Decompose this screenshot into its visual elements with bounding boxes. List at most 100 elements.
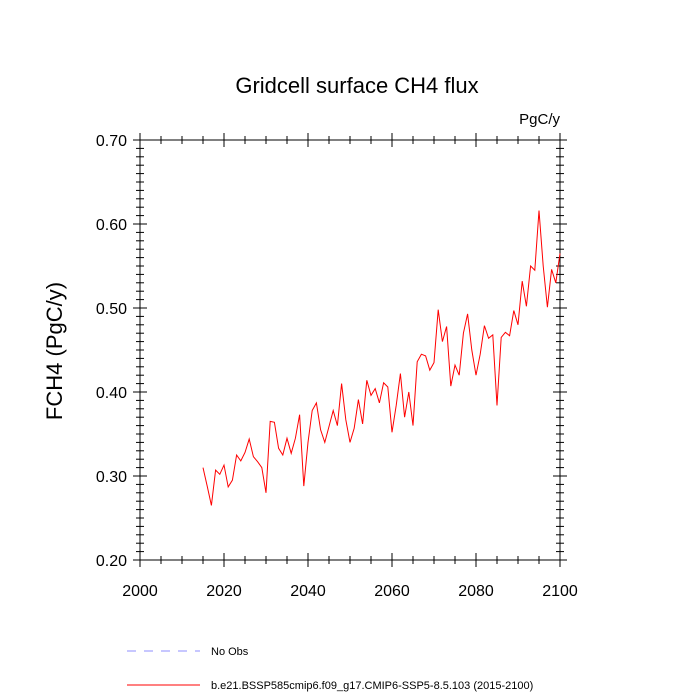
x-tick-label: 2100	[542, 583, 578, 600]
y-tick-label: 0.50	[96, 301, 127, 318]
data-point	[303, 485, 304, 486]
data-point	[400, 373, 401, 374]
data-point	[232, 480, 233, 481]
data-point	[228, 486, 229, 487]
data-point	[253, 456, 254, 457]
data-point	[459, 375, 460, 376]
data-point	[408, 391, 409, 392]
data-point	[349, 442, 350, 443]
data-point	[291, 453, 292, 454]
data-point	[219, 474, 220, 475]
plot-frame	[139, 139, 561, 561]
data-point	[249, 438, 250, 439]
data-point	[480, 354, 481, 355]
data-point	[438, 309, 439, 310]
data-point	[475, 375, 476, 376]
data-point	[551, 269, 552, 270]
data-point	[341, 383, 342, 384]
data-point	[450, 386, 451, 387]
data-point	[328, 426, 329, 427]
data-point	[333, 410, 334, 411]
data-point	[555, 282, 556, 283]
x-tick-label: 2040	[290, 583, 326, 600]
data-point	[215, 470, 216, 471]
data-point	[257, 461, 258, 462]
data-point	[295, 438, 296, 439]
data-point	[517, 324, 518, 325]
y-axis-label: FCH4 (PgC/y)	[42, 282, 67, 420]
data-point	[538, 210, 539, 211]
legend-label: No Obs	[211, 646, 249, 658]
series-line-0	[202, 210, 561, 506]
legend-label: b.e21.BSSP585cmip6.f09_g17.CMIP6-SSP5-8.…	[211, 680, 533, 692]
data-point	[236, 454, 237, 455]
data-point	[526, 306, 527, 307]
data-point	[207, 485, 208, 486]
data-point	[274, 422, 275, 423]
data-point	[202, 467, 203, 468]
data-point	[534, 270, 535, 271]
data-point	[299, 414, 300, 415]
data-point	[454, 365, 455, 366]
y-tick-label: 0.70	[96, 133, 127, 150]
data-point	[543, 265, 544, 266]
data-point	[421, 354, 422, 355]
data-point	[324, 442, 325, 443]
data-point	[484, 325, 485, 326]
data-point	[370, 395, 371, 396]
data-point	[223, 464, 224, 465]
data-point	[492, 334, 493, 335]
data-point	[463, 333, 464, 334]
data-point	[354, 428, 355, 429]
data-point	[391, 432, 392, 433]
data-point	[320, 429, 321, 430]
data-point	[412, 425, 413, 426]
axis-ticks	[133, 133, 567, 567]
data-point	[240, 460, 241, 461]
data-point	[522, 281, 523, 282]
data-point	[446, 326, 447, 327]
data-point	[505, 332, 506, 333]
data-point	[345, 419, 346, 420]
data-point	[496, 405, 497, 406]
data-point	[547, 307, 548, 308]
data-point	[307, 442, 308, 443]
data-point	[366, 380, 367, 381]
data-point	[404, 417, 405, 418]
data-point	[362, 423, 363, 424]
data-point	[530, 265, 531, 266]
y-tick-label: 0.30	[96, 469, 127, 486]
data-point	[211, 505, 212, 506]
legend: No Obs b.e21.BSSP585cmip6.f09_g17.CMIP6-S…	[127, 646, 533, 692]
data-point	[425, 355, 426, 356]
data-point	[383, 382, 384, 383]
y-tick-label: 0.60	[96, 217, 127, 234]
data-point	[417, 361, 418, 362]
data-point	[379, 402, 380, 403]
data-point	[513, 310, 514, 311]
data-point	[244, 452, 245, 453]
data-point	[488, 338, 489, 339]
data-point	[278, 448, 279, 449]
chart-title: Gridcell surface CH4 flux	[235, 73, 478, 98]
data-point	[358, 399, 359, 400]
data-point	[501, 337, 502, 338]
data-point	[559, 253, 560, 254]
data-point	[396, 405, 397, 406]
data-point	[282, 454, 283, 455]
data-point	[286, 438, 287, 439]
data-point	[442, 341, 443, 342]
y-tick-label: 0.40	[96, 385, 127, 402]
data-point	[375, 388, 376, 389]
data-point	[509, 335, 510, 336]
y-tick-label: 0.20	[96, 553, 127, 570]
series-layer	[202, 210, 561, 506]
data-point	[316, 402, 317, 403]
data-point	[433, 362, 434, 363]
data-point	[337, 425, 338, 426]
x-tick-label: 2000	[122, 583, 158, 600]
data-point	[265, 492, 266, 493]
data-point	[387, 386, 388, 387]
data-point	[261, 467, 262, 468]
